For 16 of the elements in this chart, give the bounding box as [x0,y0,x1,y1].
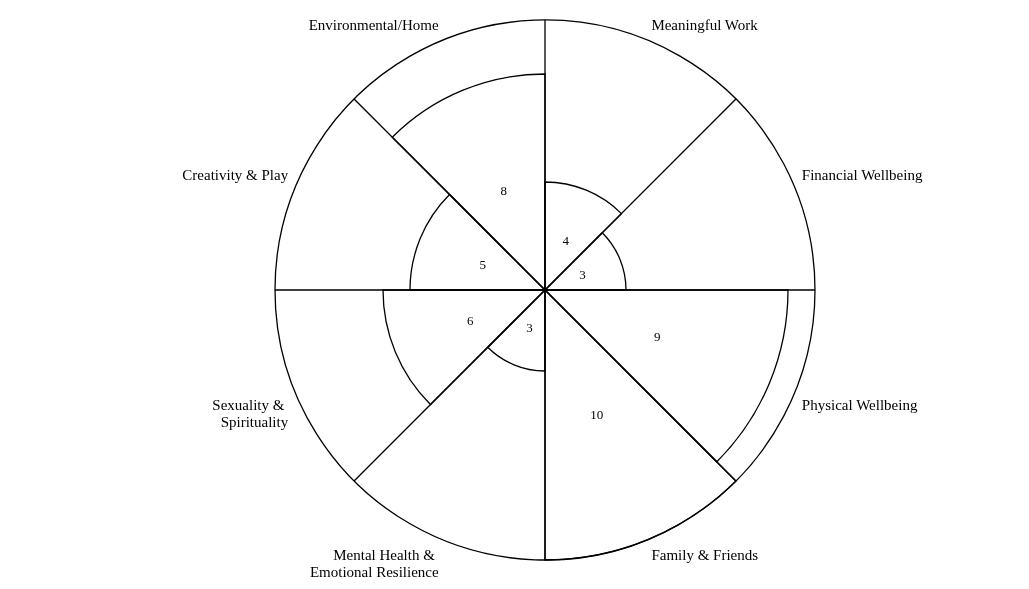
category-label: Physical Wellbeing [801,396,918,413]
category-label: Financial Wellbeing [801,167,923,184]
category-label: Mental Health & Emotional Resilience [309,547,439,581]
category-label: Family & Friends [651,547,759,564]
data-label: 8 [500,182,507,198]
data-label: 5 [479,256,486,272]
data-label: 3 [579,267,586,282]
category-label: Creativity & Play [182,167,289,184]
data-label: 3 [526,319,533,335]
data-label: 6 [466,313,474,329]
category-label: Sexuality & Spirituality [212,396,289,430]
category-label: Meaningful Work [651,16,759,33]
category-label: Environmental/Home [308,16,439,33]
data-label: 9 [654,329,661,344]
data-label: 4 [562,232,570,248]
data-label: 10 [590,407,604,423]
